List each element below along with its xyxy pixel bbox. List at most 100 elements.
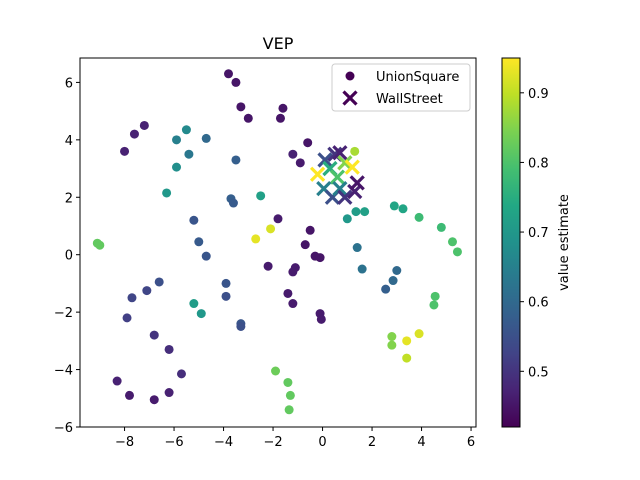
point-union-square bbox=[228, 198, 238, 208]
point-union-square bbox=[194, 237, 204, 247]
point-union-square bbox=[429, 300, 439, 310]
point-union-square bbox=[112, 376, 122, 386]
point-union-square bbox=[221, 278, 231, 288]
point-union-square bbox=[129, 129, 139, 139]
point-union-square bbox=[414, 329, 424, 339]
point-union-square bbox=[316, 314, 326, 324]
point-x-stroke bbox=[332, 181, 348, 197]
point-union-square bbox=[181, 125, 191, 135]
point-wall-street bbox=[344, 159, 360, 175]
x-tick-label: −2 bbox=[263, 435, 282, 450]
point-union-square bbox=[120, 146, 130, 156]
point-union-square bbox=[284, 405, 294, 415]
point-union-square bbox=[288, 299, 298, 309]
point-union-square bbox=[315, 253, 325, 263]
x-tick-label: −4 bbox=[214, 435, 233, 450]
point-x-stroke bbox=[337, 189, 353, 205]
point-union-square bbox=[387, 340, 397, 350]
point-union-square bbox=[189, 299, 199, 309]
point-union-square bbox=[172, 135, 182, 145]
colorbar-tick-label: 0.9 bbox=[528, 87, 549, 102]
point-x-stroke bbox=[327, 146, 343, 162]
point-union-square bbox=[342, 214, 352, 224]
point-union-square bbox=[154, 277, 164, 287]
point-union-square bbox=[122, 313, 132, 323]
point-union-square bbox=[201, 251, 211, 261]
point-wall-street bbox=[309, 166, 326, 182]
point-x-stroke bbox=[347, 183, 363, 200]
chart-title: VEP bbox=[263, 34, 294, 53]
y-tick-label: −6 bbox=[54, 421, 73, 436]
point-union-square bbox=[127, 293, 137, 303]
y-tick-label: 0 bbox=[65, 249, 73, 264]
point-wall-street bbox=[317, 152, 333, 168]
point-union-square bbox=[402, 353, 412, 363]
point-union-square bbox=[224, 69, 233, 79]
point-union-square bbox=[236, 321, 246, 331]
point-union-square bbox=[243, 113, 253, 123]
point-wall-street bbox=[329, 169, 346, 185]
point-union-square bbox=[162, 188, 172, 198]
point-union-square bbox=[263, 261, 273, 271]
x-tick-label: −6 bbox=[164, 435, 183, 450]
point-union-square bbox=[447, 237, 457, 247]
point-union-square bbox=[351, 207, 361, 217]
y-tick-label: −4 bbox=[54, 364, 73, 379]
point-x-stroke bbox=[349, 175, 365, 191]
y-tick-label: 4 bbox=[65, 134, 73, 149]
point-x-stroke bbox=[316, 181, 332, 197]
point-union-square bbox=[398, 204, 408, 214]
point-x-stroke bbox=[329, 169, 346, 185]
colorbar: 0.5 0.6 0.7 0.8 0.9 value estimate bbox=[501, 57, 572, 428]
point-union-square bbox=[392, 265, 402, 275]
legend-label: UnionSquare bbox=[376, 70, 459, 85]
points-layer bbox=[92, 69, 462, 415]
x-tick-label: 6 bbox=[467, 435, 475, 450]
point-wall-street bbox=[332, 181, 348, 197]
point-union-square bbox=[278, 103, 288, 113]
colorbar-tick-label: 0.5 bbox=[528, 365, 549, 380]
point-union-square bbox=[256, 191, 266, 201]
point-union-square bbox=[285, 390, 295, 400]
x-tick-label: −8 bbox=[115, 435, 134, 450]
point-union-square bbox=[149, 330, 159, 340]
point-wall-street bbox=[337, 155, 353, 171]
point-union-square bbox=[139, 120, 149, 130]
point-union-square bbox=[271, 366, 281, 376]
point-union-square bbox=[352, 243, 362, 253]
point-x-stroke bbox=[317, 152, 333, 168]
point-union-square bbox=[436, 222, 446, 232]
legend-marker-circle bbox=[345, 71, 355, 81]
x-tick-label: 4 bbox=[417, 435, 425, 450]
axes-frame bbox=[79, 57, 477, 428]
point-union-square bbox=[275, 113, 285, 123]
point-union-square bbox=[176, 369, 186, 379]
point-union-square bbox=[283, 377, 293, 387]
point-union-square bbox=[149, 395, 159, 405]
point-union-square bbox=[231, 77, 241, 87]
point-wall-street bbox=[349, 175, 365, 191]
point-union-square bbox=[452, 247, 462, 257]
point-x-stroke bbox=[322, 160, 338, 177]
point-union-square bbox=[273, 214, 283, 224]
point-union-square bbox=[172, 162, 182, 172]
legend-box bbox=[331, 63, 471, 112]
colorbar-gradient bbox=[501, 57, 521, 428]
point-union-square bbox=[381, 284, 391, 294]
colorbar-label: value estimate bbox=[557, 194, 572, 291]
point-union-square bbox=[387, 332, 397, 342]
point-union-square bbox=[236, 102, 246, 112]
point-x-stroke bbox=[309, 166, 326, 182]
point-union-square bbox=[125, 390, 134, 400]
point-union-square bbox=[388, 276, 398, 286]
point-union-square bbox=[414, 212, 424, 222]
point-x-stroke bbox=[332, 145, 348, 161]
point-union-square bbox=[303, 138, 313, 148]
point-union-square bbox=[164, 344, 174, 354]
y-tick-label: −2 bbox=[54, 306, 73, 321]
point-union-square bbox=[402, 336, 412, 346]
axes-layer: −8 −6 −4 −2 0 2 4 6 −6 −4 −2 0 2 4 6 bbox=[54, 57, 477, 450]
point-union-square bbox=[142, 286, 152, 296]
y-tick-label: 6 bbox=[65, 76, 73, 91]
